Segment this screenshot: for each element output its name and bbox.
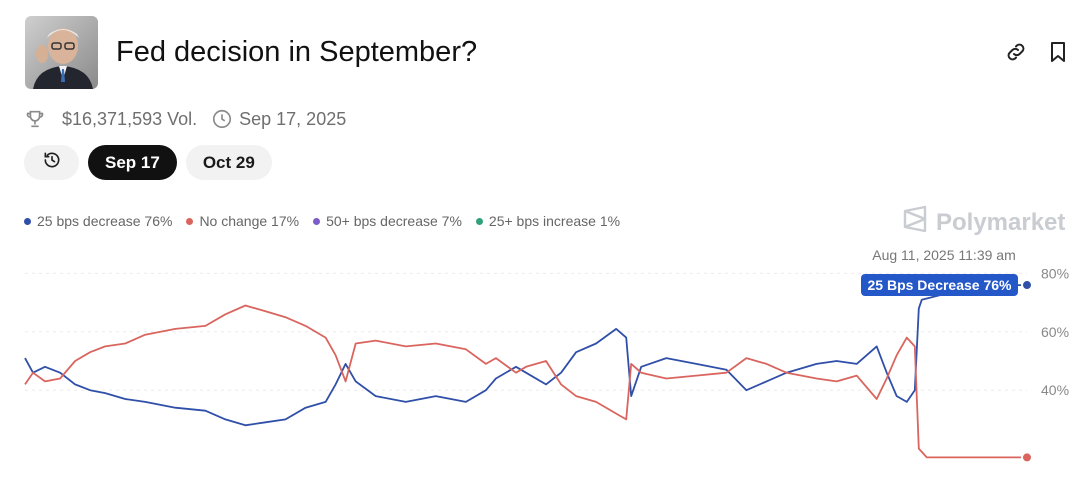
legend-label: No change 17% [199, 213, 300, 229]
bookmark-icon[interactable] [1046, 40, 1070, 64]
date-tabs: Sep 17 Oct 29 [24, 145, 272, 180]
tooltip-label: 25 Bps Decrease 76% [868, 277, 1013, 293]
series-line-25-bps-decrease [24, 284, 1027, 427]
volume-text: $16,371,593 Vol. [62, 108, 198, 129]
legend-dot [24, 217, 31, 225]
history-button[interactable] [24, 145, 79, 180]
page-title: Fed decision in September? [116, 36, 478, 68]
legend-item-25bps-decrease: 25 bps decrease 76% [24, 213, 172, 229]
end-marker-25-bps-decrease [1021, 279, 1033, 292]
brand-name: Polymarket [936, 208, 1066, 236]
y-axis: 40% 60% 80% [1041, 265, 1069, 398]
chart-grid [25, 272, 1027, 391]
legend-dot [475, 217, 483, 225]
y-tick-label: 40% [1041, 382, 1069, 398]
history-icon [42, 150, 62, 175]
tab-oct-29[interactable]: Oct 29 [185, 145, 272, 180]
chart-lines [24, 284, 1027, 459]
polymarket-watermark: Polymarket [902, 205, 1065, 240]
tooltip-badge-bg [861, 274, 1018, 296]
market-avatar [25, 16, 98, 89]
chart-legend: 25 bps decrease 76% No change 17% 50+ bp… [24, 213, 620, 229]
tab-sep-17[interactable]: Sep 17 [88, 145, 177, 180]
series-line-no-change [24, 304, 1027, 459]
legend-item-25bps-increase: 25+ bps increase 1% [475, 213, 621, 229]
legend-dot [186, 217, 194, 225]
end-date-text: Sep 17, 2025 [239, 108, 347, 129]
trophy-icon [24, 108, 46, 130]
legend-dot [313, 217, 321, 225]
tooltip-badge: 25 Bps Decrease 76% [861, 274, 1018, 296]
tooltip-timestamp: Aug 11, 2025 11:39 am [872, 247, 1015, 263]
legend-item-50bps-decrease: 50+ bps decrease 7% [313, 213, 462, 229]
clock-icon [211, 108, 233, 130]
legend-label: 50+ bps decrease 7% [326, 213, 462, 229]
link-icon[interactable] [1004, 40, 1028, 64]
legend-label: 25+ bps increase 1% [488, 213, 621, 229]
y-tick-label: 80% [1041, 265, 1069, 281]
end-marker-no-change [1021, 451, 1033, 464]
legend-label: 25 bps decrease 76% [37, 213, 173, 229]
legend-item-no-change: No change 17% [186, 213, 299, 229]
polymarket-logo-icon [902, 205, 928, 240]
market-meta: $16,371,593 Vol. Sep 17, 2025 [24, 107, 346, 131]
price-chart[interactable]: 40% 60% 80% Aug 11, 2025 11:39 am 25 Bps D… [0, 240, 1078, 482]
chart-markers [1021, 279, 1033, 464]
y-tick-label: 60% [1041, 324, 1069, 340]
